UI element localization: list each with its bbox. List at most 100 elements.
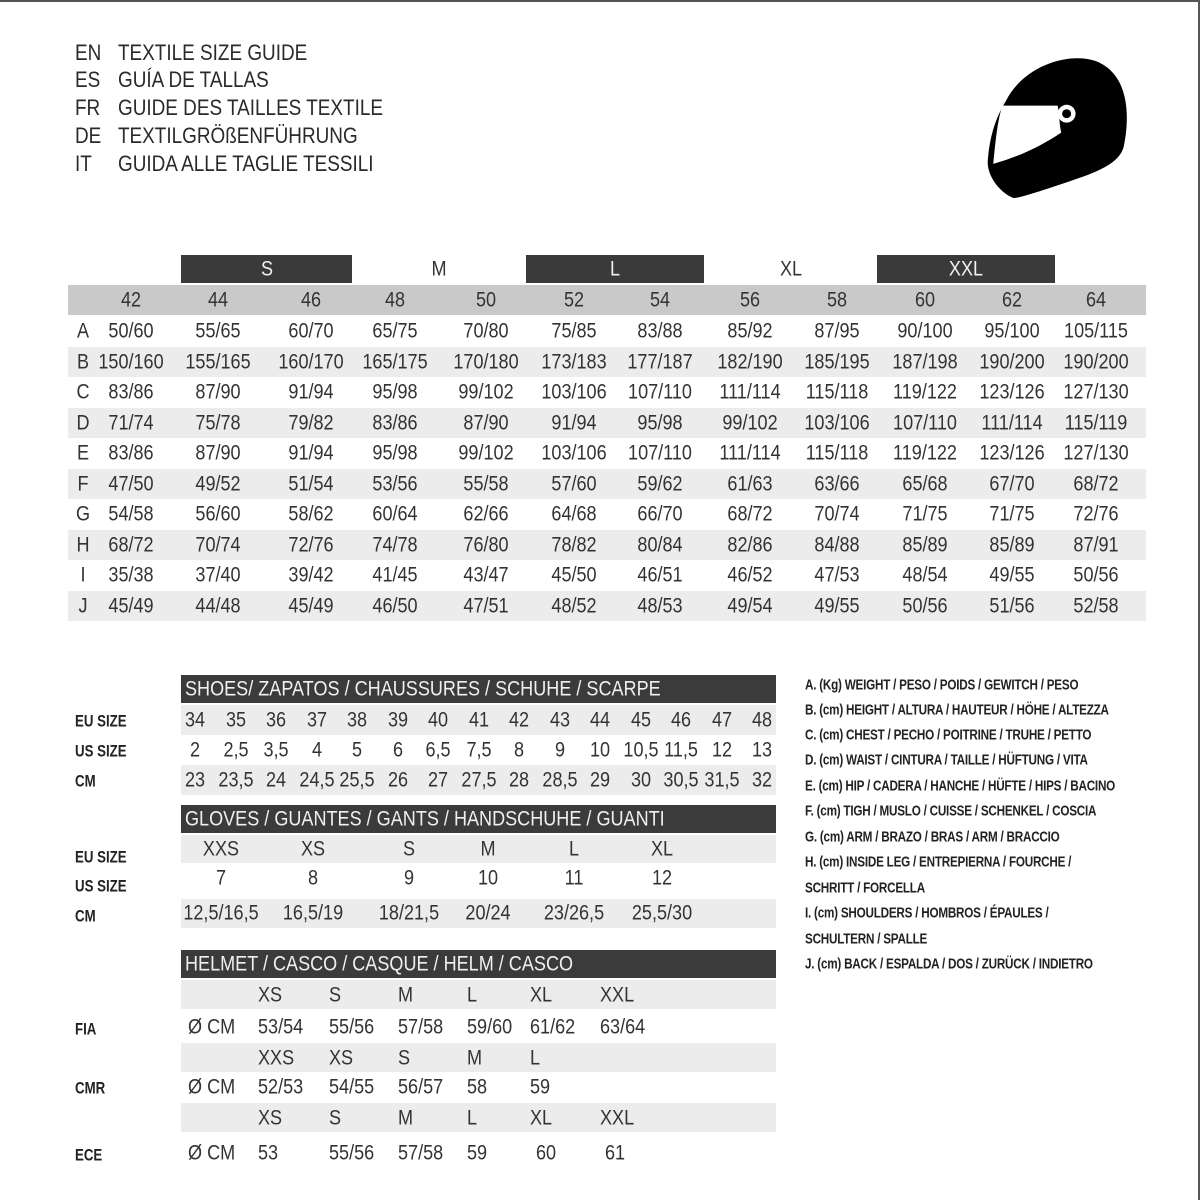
size-number: 58 <box>826 288 848 312</box>
gloves-cell: M <box>480 837 496 861</box>
size-number: 64 <box>1085 288 1107 312</box>
shoes-cell: 36 <box>265 708 287 732</box>
table-cell: 119/122 <box>893 441 957 465</box>
table-cell: 65/68 <box>902 472 948 495</box>
table-row-stripe <box>68 590 1146 621</box>
shoes-cell: 44 <box>589 708 611 732</box>
gloves-cell: 10 <box>477 866 499 890</box>
gloves-cell: S <box>402 837 416 861</box>
gloves-cell: 20/24 <box>465 901 511 925</box>
table-cell: 51/56 <box>989 594 1035 617</box>
size-band-bar <box>181 255 352 283</box>
shoes-cell: 23 <box>184 768 206 792</box>
table-cell: 87/90 <box>463 411 509 434</box>
helmet-value: 63/64 <box>600 1015 646 1039</box>
table-cell: 46/51 <box>637 563 683 587</box>
legend-item: I. (cm) SHOULDERS / HOMBROS / ÉPAULES / <box>805 904 1049 922</box>
table-cell: 43/47 <box>463 563 509 587</box>
gloves-cell: 16,5/19 <box>282 901 344 925</box>
shoes-cell: 31,5 <box>703 768 740 792</box>
table-row-stripe <box>68 407 1146 438</box>
table-cell: 127/130 <box>1063 380 1129 404</box>
table-cell: 90/100 <box>897 319 953 343</box>
shoes-cell: 37 <box>306 708 327 732</box>
table-cell: 107/110 <box>893 411 957 434</box>
gloves-title: GLOVES / GUANTES / GANTS / HANDSCHUHE / … <box>185 807 665 831</box>
size-number: 46 <box>300 288 322 312</box>
helmet-value: 59/60 <box>467 1015 513 1039</box>
table-row-stripe <box>68 346 1146 377</box>
table-cell: 71/75 <box>902 502 948 526</box>
table-cell: 68/72 <box>108 533 154 556</box>
gloves-cell: XS <box>300 837 326 861</box>
table-cell: 95/100 <box>984 319 1040 343</box>
table-cell: 103/106 <box>541 441 607 465</box>
legend-item: F. (cm) TIGH / MUSLO / CUISSE / SCHENKEL… <box>805 802 1097 820</box>
table-cell: 182/190 <box>717 350 783 373</box>
helmet-standard-label: FIA <box>75 1019 97 1039</box>
table-cell: 127/130 <box>1063 441 1129 465</box>
gloves-row-stripe <box>181 835 776 863</box>
helmet-value: 54/55 <box>329 1075 375 1099</box>
table-cell: 85/89 <box>902 533 948 556</box>
row-label: A <box>76 319 90 343</box>
table-cell: 105/115 <box>1064 319 1128 343</box>
helmet-size: XS <box>329 1046 354 1070</box>
row-label: J <box>78 594 88 617</box>
table-cell: 48/53 <box>637 594 683 617</box>
shoes-cell: 10,5 <box>622 738 659 762</box>
shoes-row-label: US SIZE <box>75 741 127 761</box>
guide-title: TEXTILGRÖßENFÜHRUNG <box>118 123 358 148</box>
shoes-cell: 2 <box>189 738 201 762</box>
legend-item: G. (cm) ARM / BRAZO / BRAS / ARM / BRACC… <box>805 828 1060 846</box>
table-cell: 46/52 <box>727 563 773 587</box>
helmet-size: L <box>467 1106 478 1130</box>
shoes-cell: 41 <box>468 708 489 732</box>
table-cell: 70/74 <box>195 533 241 556</box>
shoes-cell: 13 <box>751 738 773 762</box>
gloves-row-label: US SIZE <box>75 876 127 896</box>
table-cell: 78/82 <box>551 533 597 556</box>
table-cell: 74/78 <box>372 533 418 556</box>
size-band-label: L <box>609 257 621 281</box>
table-cell: 170/180 <box>453 350 519 373</box>
gloves-row-stripe <box>181 899 776 928</box>
table-cell: 115/118 <box>805 380 869 404</box>
guide-title: TEXTILE SIZE GUIDE <box>118 40 308 65</box>
shoes-cell: 32 <box>751 768 773 792</box>
helmet-title: HELMET / CASCO / CASQUE / HELM / CASCO <box>185 952 574 976</box>
table-cell: 83/86 <box>108 441 154 465</box>
table-cell: 45/49 <box>288 594 334 617</box>
helmet-size: M <box>467 1046 483 1070</box>
shoes-cell: 4 <box>311 738 322 762</box>
guide-title: GUIDA ALLE TAGLIE TESSILI <box>118 151 374 176</box>
table-cell: 66/70 <box>637 502 683 526</box>
legend-item: C. (cm) CHEST / PECHO / POITRINE / TRUHE… <box>805 726 1092 744</box>
helmet-unit: Ø CM <box>188 1075 236 1099</box>
size-band-label: XXL <box>948 257 984 281</box>
gloves-cell: 7 <box>215 866 227 890</box>
table-cell: 50/56 <box>902 594 948 617</box>
table-cell: 87/90 <box>195 380 241 404</box>
table-cell: 177/187 <box>627 350 693 373</box>
table-cell: 107/110 <box>628 380 692 404</box>
shoes-cell: 42 <box>508 708 530 732</box>
shoes-cell: 3,5 <box>263 738 289 762</box>
table-cell: 62/66 <box>463 502 509 526</box>
table-cell: 83/88 <box>637 319 683 343</box>
table-cell: 95/98 <box>372 380 418 404</box>
table-cell: 70/74 <box>814 502 860 526</box>
size-band-label: M <box>431 257 447 281</box>
table-cell: 79/82 <box>288 411 334 434</box>
row-label: C <box>76 380 90 404</box>
table-cell: 160/170 <box>278 350 344 373</box>
helmet-size: S <box>398 1046 411 1070</box>
helmet-size-row-stripe <box>181 980 776 1009</box>
table-cell: 48/52 <box>551 594 597 617</box>
helmet-value: 59 <box>467 1141 488 1165</box>
table-cell: 103/106 <box>804 411 870 434</box>
shoes-cell: 30 <box>630 768 651 792</box>
shoes-header <box>181 675 776 703</box>
table-cell: 75/78 <box>195 411 241 434</box>
table-cell: 35/38 <box>108 563 154 587</box>
